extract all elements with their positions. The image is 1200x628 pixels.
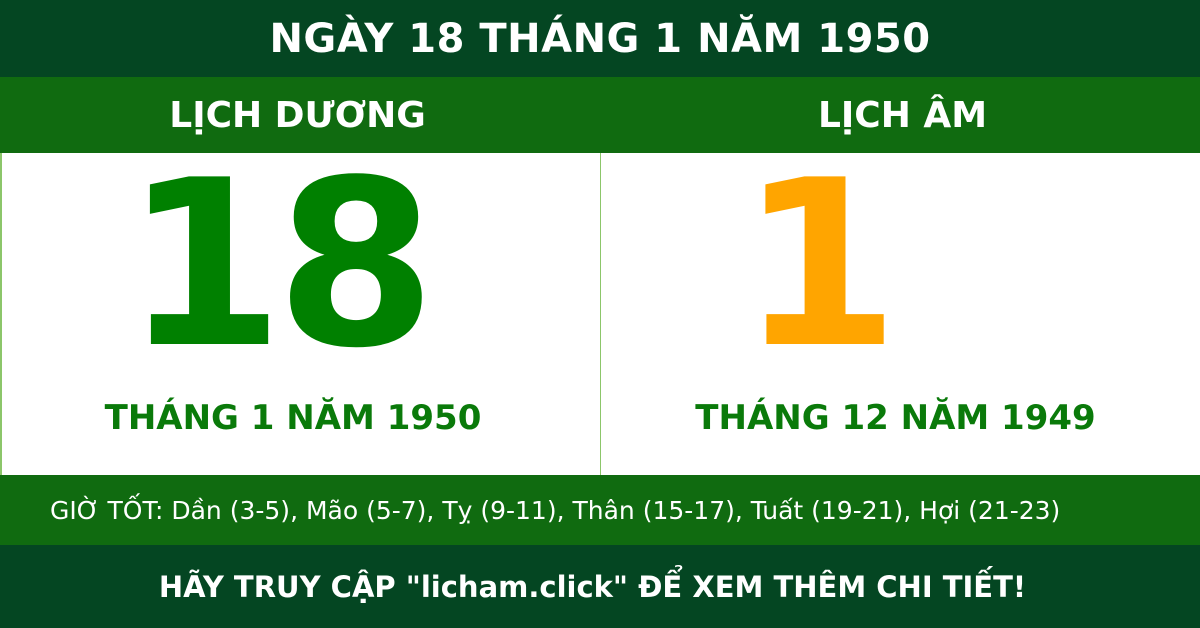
solar-day: 18 bbox=[123, 132, 436, 399]
page-title: NGÀY 18 THÁNG 1 NĂM 1950 bbox=[0, 0, 1200, 77]
solar-month-year: THÁNG 1 NĂM 1950 bbox=[104, 398, 482, 438]
lunar-day: 1 bbox=[739, 132, 899, 399]
solar-calendar-label: LỊCH DƯƠNG bbox=[169, 94, 426, 136]
solar-panel: 18 THÁNG 1 NĂM 1950 bbox=[2, 132, 601, 475]
footer-cta: HÃY TRUY CẬP "licham.click" ĐỂ XEM THÊM … bbox=[0, 545, 1200, 628]
good-hours: GIỜ TỐT: Dần (3-5), Mão (5-7), Tỵ (9-11)… bbox=[0, 475, 1200, 545]
lunar-panel: 1 THÁNG 12 NĂM 1949 bbox=[601, 151, 1200, 475]
lunar-calendar-label: LỊCH ÂM bbox=[817, 94, 988, 136]
calendar-header-band: LỊCH DƯƠNG LỊCH ÂM bbox=[0, 77, 1200, 153]
lunar-month-year: THÁNG 12 NĂM 1949 bbox=[695, 398, 1096, 438]
calendar-body: 18 THÁNG 1 NĂM 1950 1 THÁNG 12 NĂM 1949 bbox=[0, 132, 1200, 475]
